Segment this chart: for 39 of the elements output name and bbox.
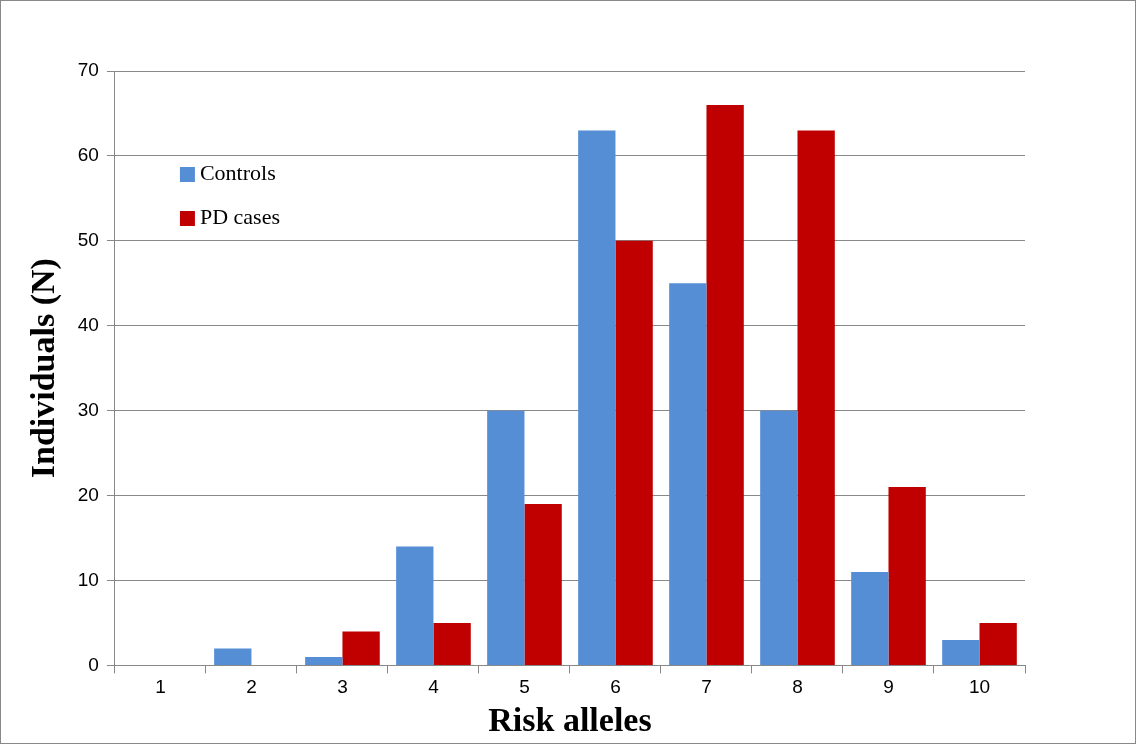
legend-label: Controls bbox=[199, 159, 276, 185]
bar bbox=[615, 240, 653, 665]
bar bbox=[942, 639, 980, 665]
y-tick-label: 30 bbox=[77, 398, 99, 420]
bar bbox=[342, 631, 380, 665]
x-tick-label: 6 bbox=[610, 676, 621, 698]
x-tick-label: 7 bbox=[701, 676, 712, 698]
x-tick-label: 3 bbox=[337, 676, 348, 698]
y-tick-label: 70 bbox=[77, 59, 99, 81]
bar bbox=[797, 130, 835, 665]
bar bbox=[851, 571, 889, 665]
y-tick-label: 20 bbox=[77, 483, 99, 505]
bar bbox=[979, 622, 1017, 665]
bar bbox=[396, 546, 434, 665]
x-axis-title: Risk alleles bbox=[488, 701, 652, 739]
bar bbox=[760, 410, 798, 665]
bar bbox=[433, 622, 471, 665]
y-tick-label: 10 bbox=[77, 568, 99, 590]
bar bbox=[305, 656, 343, 665]
bar bbox=[524, 504, 562, 665]
y-tick-label: 50 bbox=[77, 229, 99, 251]
y-tick-label: 40 bbox=[77, 313, 99, 335]
bar bbox=[578, 130, 616, 665]
x-tick-label: 8 bbox=[792, 676, 803, 698]
x-tick-label: 5 bbox=[519, 676, 530, 698]
x-tick-label: 1 bbox=[155, 676, 166, 698]
y-tick-label: 60 bbox=[77, 144, 99, 166]
bar bbox=[214, 648, 252, 665]
x-tick-label: 10 bbox=[968, 676, 991, 698]
bar bbox=[888, 487, 926, 665]
x-tick-label: 9 bbox=[883, 676, 894, 698]
y-tick-label: 0 bbox=[88, 653, 99, 675]
legend-label: PD cases bbox=[199, 203, 280, 229]
bar bbox=[706, 104, 744, 665]
x-tick-label: 4 bbox=[428, 676, 440, 698]
y-axis-title: Individuals (N) bbox=[24, 258, 63, 479]
x-tick-label: 2 bbox=[246, 676, 257, 698]
bar bbox=[669, 283, 707, 665]
bar bbox=[487, 410, 525, 665]
